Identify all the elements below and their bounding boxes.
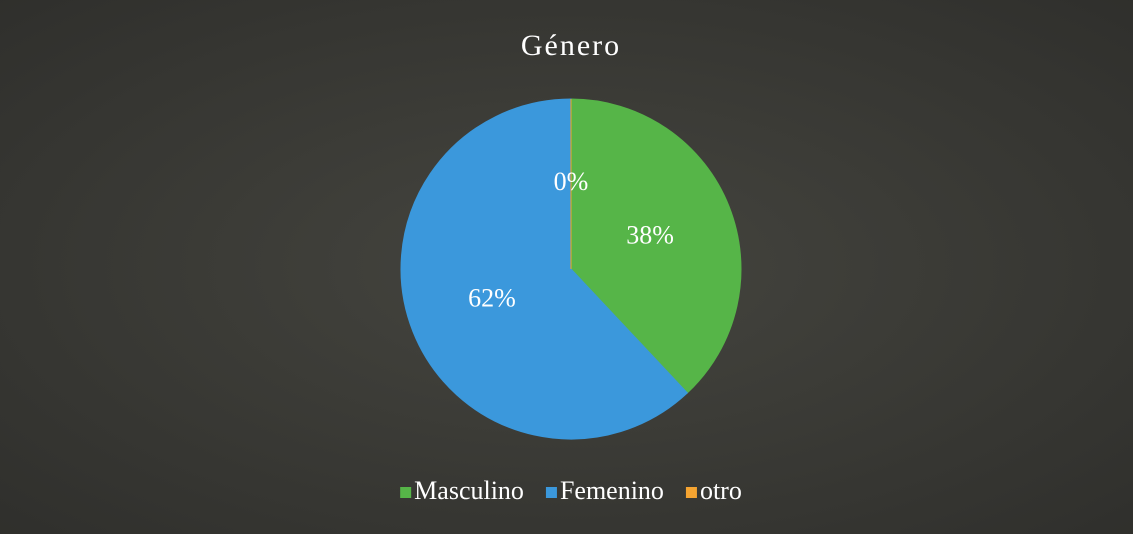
legend-label: Femenino (560, 476, 664, 505)
legend-label: Masculino (414, 476, 524, 505)
data-label: 0% (554, 167, 589, 196)
legend-swatch (545, 487, 557, 498)
data-label: 38% (626, 221, 674, 250)
pie-slice (570, 98, 742, 394)
legend-swatch (400, 487, 412, 498)
legend-swatch (685, 487, 697, 498)
chart-title: Género (521, 29, 621, 62)
pie-slice (400, 98, 689, 440)
legend-label: otro (700, 476, 742, 505)
data-label: 62% (468, 283, 516, 312)
